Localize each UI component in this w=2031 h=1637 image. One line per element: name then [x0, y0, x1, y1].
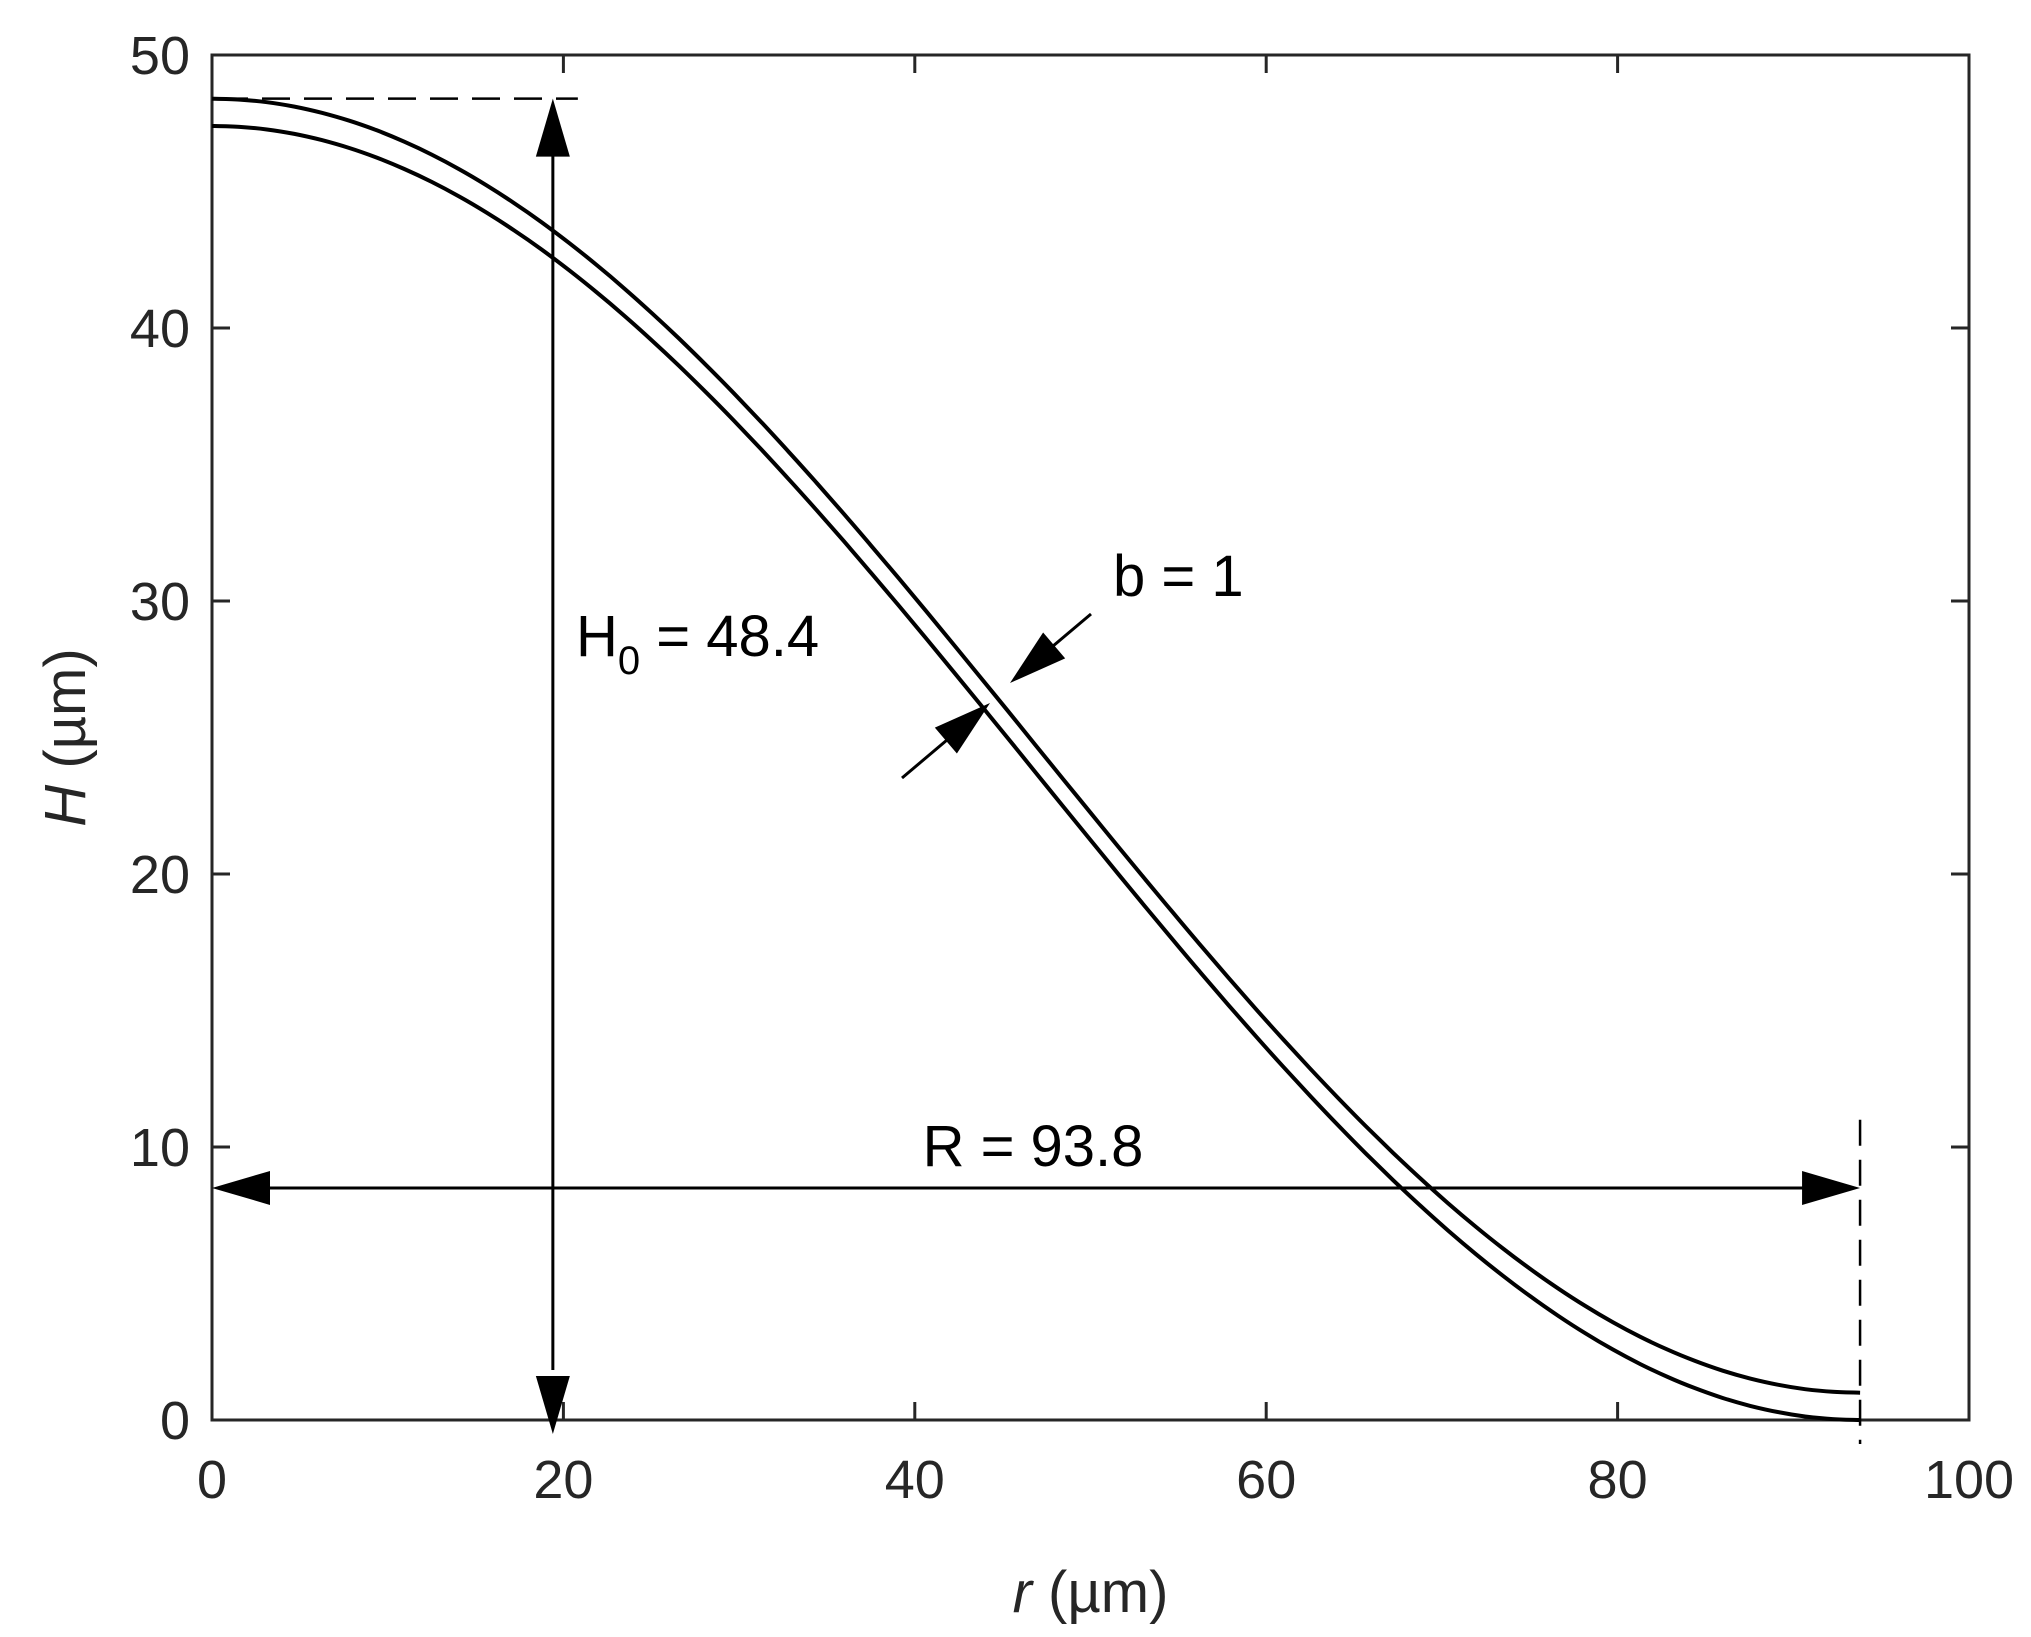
y-tick-label: 0	[160, 1391, 190, 1451]
b-annotation-label: b = 1	[1113, 544, 1244, 609]
x-tick-label: 40	[885, 1450, 945, 1510]
h0-prefix: H	[576, 604, 618, 669]
r-arrowhead-left	[212, 1170, 270, 1205]
h0-arrowhead-bottom	[535, 1376, 570, 1434]
plot-border	[210, 53, 1971, 1422]
y-axis-variable: H	[33, 785, 98, 827]
r-arrowhead-right	[1802, 1170, 1861, 1205]
y-axis-label: H (µm)	[33, 648, 98, 826]
h0-arrowhead-top	[535, 98, 570, 157]
r-annotation-label: R = 93.8	[923, 1114, 1144, 1179]
series-line-upper	[211, 96, 1861, 1395]
b-arrowhead-upper	[1010, 632, 1066, 683]
x-tick-label: 0	[197, 1450, 227, 1510]
annotation-layer	[212, 97, 1862, 1444]
x-axis-variable: r	[1013, 1560, 1035, 1625]
series-layer	[211, 96, 1861, 1422]
x-axis-unit: (µm)	[1032, 1560, 1168, 1625]
axis-ticks	[210, 53, 1971, 1422]
y-tick-label: 40	[130, 299, 190, 359]
y-axis-unit: (µm)	[33, 648, 98, 784]
x-tick-label: 20	[533, 1450, 593, 1510]
series-line-lower	[211, 124, 1861, 1422]
x-tick-label: 60	[1236, 1450, 1296, 1510]
y-tick-label: 30	[130, 572, 190, 632]
x-tick-label: 80	[1588, 1450, 1648, 1510]
y-tick-label: 50	[130, 26, 190, 86]
y-tick-label: 10	[130, 1118, 190, 1178]
x-tick-label: 100	[1924, 1450, 2014, 1510]
y-tick-label: 20	[130, 845, 190, 905]
plot-frame	[210, 53, 1971, 1422]
x-axis-label: r (µm)	[1013, 1560, 1169, 1625]
b-arrowhead-lower	[934, 703, 990, 754]
tick-labels: 0 20 40 60 80 100 0 10 20 30 40 50	[130, 26, 2014, 1510]
h0-value-text: = 48.4	[640, 604, 819, 669]
h0-annotation-label: H0 = 48.4	[576, 604, 819, 683]
h0-subscript: 0	[618, 639, 640, 683]
